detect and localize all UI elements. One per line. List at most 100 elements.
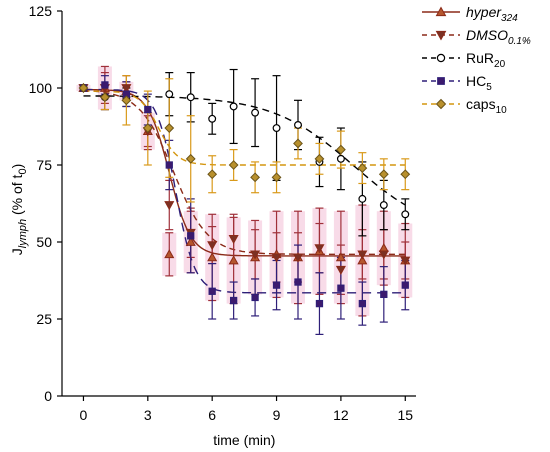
rur-data-point [251,108,260,117]
legend-name: DMSO [466,27,508,43]
data-points [78,81,411,308]
legend-name-sub: 5 [486,82,492,93]
dmso-data-point [378,250,389,260]
dmso-data-point [164,201,175,211]
dmso-data-point [271,253,282,263]
dmso-fit-line [83,89,406,255]
rur-data-point [272,124,281,132]
dmso-data-point [228,235,239,245]
caps-data-point [164,123,175,133]
caps-data-point [121,95,132,106]
legend-label-caps: caps10 [466,96,507,116]
hc-data-point [101,81,109,89]
legend-name-sub: 10 [496,105,508,116]
caps-data-point [142,123,153,133]
rur-data-point [358,194,367,203]
dmso-data-point [357,250,368,260]
legend-name: HC [466,73,486,89]
caps-data-point [271,172,282,183]
dmso-data-point [207,241,218,251]
x-tick-label: 3 [144,407,152,423]
x-tick-label: 6 [208,407,216,423]
legend-marker-dmso [435,30,447,41]
hyper-data-point [207,252,218,262]
caps-data-point [250,172,260,183]
x-axis-title: time (min) [213,432,275,448]
caps-data-point [293,138,303,149]
hyper-data-point [228,255,239,265]
hc-data-point [165,161,173,169]
hc-data-point [208,287,216,295]
caps-data-point [207,169,218,180]
y-title-base: J [9,248,25,255]
caps-data-point [400,169,411,180]
caps-fit-line [83,90,406,166]
legend-name: hyper [466,4,502,20]
y-title-sub2: 0 [17,168,29,174]
hc-data-point [401,281,409,289]
hc-data-point [229,296,238,305]
x-tick-label: 15 [397,407,413,423]
legend-marker-hc [437,77,445,85]
y-tick-label: 25 [36,311,52,327]
hyper-data-point [335,252,346,262]
legend-label-rur: RuR20 [466,50,506,70]
legend-name: RuR [466,50,494,66]
y-tick-label: 100 [29,80,53,96]
rur-data-point [165,90,174,99]
dmso-data-point [314,244,325,254]
axes: 0 25 50 75 100 125 0 3 6 9 12 15 time (min) Jlymph (%… [9,3,416,448]
legend-name-sub: 20 [494,59,506,70]
caps-data-point [314,153,325,164]
x-tick-label: 12 [333,407,349,423]
hyper-data-point [357,255,368,265]
caps-data-point [336,144,346,155]
rur-data-point [208,114,217,123]
dmso-data-point [400,256,411,266]
hc-data-point [315,299,324,308]
caps-data-point [78,83,89,93]
y-tick-label: 0 [44,388,52,404]
caps-data-point [228,160,239,170]
y-tick-label: 125 [29,3,53,19]
rur-data-point [401,210,410,219]
dmso-data-point [121,84,132,94]
y-title-rest: (% of t [9,174,25,218]
y-title-close: ) [9,164,25,169]
legend-name: caps [466,96,496,112]
x-tick-label: 9 [273,407,281,423]
dmso-data-point [335,265,346,275]
hc-data-point [272,281,281,289]
hyper-data-point [164,249,175,259]
y-tick-label: 50 [36,234,52,250]
y-tick-label: 75 [36,157,52,173]
hc-data-point [251,293,259,302]
rur-data-point [379,201,388,209]
legend-name-sub: 324 [501,13,518,24]
rur-data-point [186,93,195,102]
hyper-fit-line [83,88,406,257]
caps-data-point [357,163,368,173]
hc-data-point [380,290,388,299]
hc-fit-line [83,88,406,294]
legend-label-hc: HC5 [466,73,492,93]
caps-data-point [100,92,110,103]
dmso-data-point [292,253,304,263]
hyper-data-point [185,236,196,246]
hc-data-point [358,299,367,308]
rur-data-point [336,154,345,163]
hc-data-point [294,278,302,286]
legend-marker-caps [435,98,447,110]
legend-label-dmso: DMSO0.1% [466,27,531,47]
hc-data-point [187,232,195,240]
hc-data-point [337,284,345,292]
caps-data-point [185,153,196,164]
legend-marker-rur [436,53,446,63]
hc-data-point [144,105,152,114]
rur-fit-line [83,95,406,206]
legend-name-sub: 0.1% [508,36,531,47]
rur-data-point [229,102,238,111]
